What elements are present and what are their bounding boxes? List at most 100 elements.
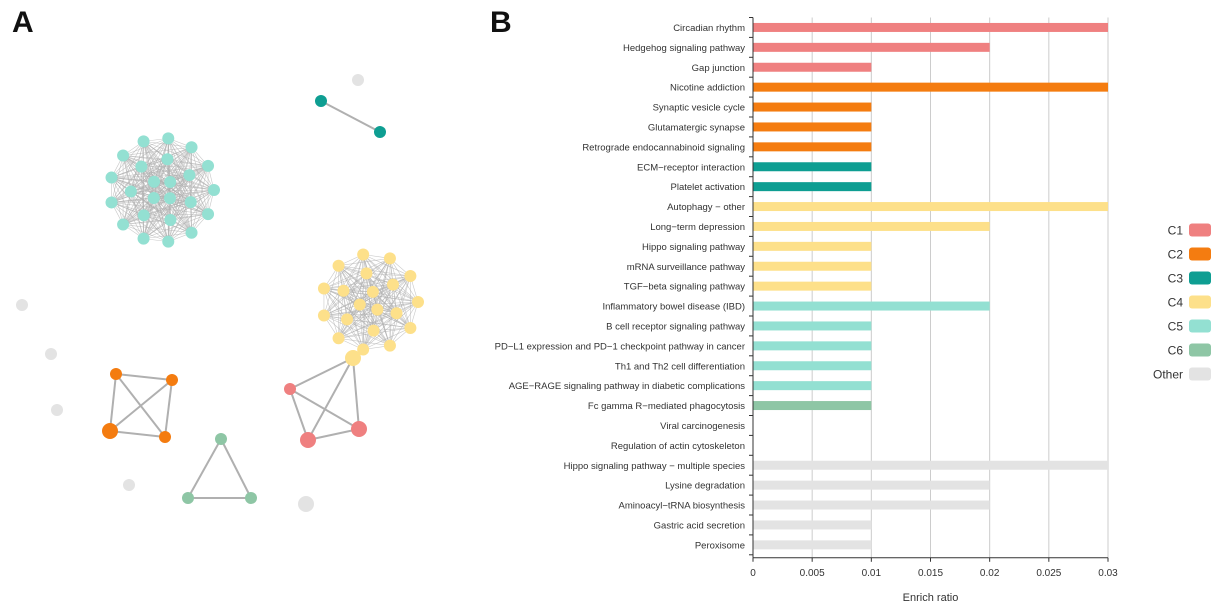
network-node-c3[interactable] <box>315 95 327 107</box>
network-node-c4[interactable] <box>383 252 396 265</box>
network-node-c5[interactable] <box>148 175 161 188</box>
bar[interactable] <box>753 540 872 550</box>
network-node-c6[interactable] <box>215 433 227 445</box>
bar[interactable] <box>753 480 990 490</box>
network-node-c5[interactable] <box>208 184 220 196</box>
network-node-c4[interactable] <box>341 313 354 326</box>
network-node-c4[interactable] <box>366 285 379 298</box>
network-node-c5[interactable] <box>162 132 175 145</box>
network-node-c2[interactable] <box>110 368 122 380</box>
network-edge <box>323 258 391 289</box>
network-node-c4[interactable] <box>353 298 366 311</box>
network-node-c5[interactable] <box>105 196 118 209</box>
network-node-c5[interactable] <box>183 169 196 182</box>
network-node-c1[interactable] <box>284 383 296 395</box>
bar[interactable] <box>753 122 872 132</box>
legend-swatch[interactable] <box>1189 271 1211 285</box>
network-node-other[interactable] <box>352 74 364 86</box>
network-node-c4[interactable] <box>332 259 345 272</box>
network-node-c2[interactable] <box>166 374 178 386</box>
bar[interactable] <box>753 42 990 52</box>
network-node-c5[interactable] <box>185 226 198 239</box>
bar[interactable] <box>753 361 872 371</box>
network-node-c2[interactable] <box>159 431 171 443</box>
bar[interactable] <box>753 500 990 510</box>
bar[interactable] <box>753 241 872 251</box>
network-node-other[interactable] <box>16 299 28 311</box>
network-node-c4[interactable] <box>332 332 345 345</box>
network-node-c5[interactable] <box>162 235 175 248</box>
network-node-c6[interactable] <box>182 492 194 504</box>
network-node-c5[interactable] <box>161 153 174 166</box>
network-node-c1[interactable] <box>351 421 367 437</box>
bar[interactable] <box>753 221 990 231</box>
network-node-c5[interactable] <box>147 191 160 204</box>
network-edge <box>362 275 411 350</box>
bar[interactable] <box>753 341 872 351</box>
bar[interactable] <box>753 460 1108 470</box>
network-edge <box>111 177 144 239</box>
network-node-c5[interactable] <box>163 192 176 205</box>
network-node-c5[interactable] <box>117 218 130 231</box>
network-node-c4[interactable] <box>404 270 417 283</box>
bar[interactable] <box>753 182 872 192</box>
network-node-c4[interactable] <box>404 321 417 334</box>
legend-swatch[interactable] <box>1189 367 1211 381</box>
network-node-c4[interactable] <box>357 343 370 356</box>
network-node-c4[interactable] <box>357 248 370 261</box>
network-node-c4[interactable] <box>386 278 399 291</box>
network-node-other[interactable] <box>298 496 314 512</box>
network-node-c1[interactable] <box>300 432 316 448</box>
bar[interactable] <box>753 202 1108 212</box>
network-node-c5[interactable] <box>105 171 118 184</box>
legend-swatch[interactable] <box>1189 343 1211 357</box>
network-node-c4[interactable] <box>345 350 361 366</box>
network-node-c5[interactable] <box>137 135 150 148</box>
network-node-other[interactable] <box>45 348 57 360</box>
network-node-c5[interactable] <box>185 141 198 154</box>
network-node-c5[interactable] <box>184 196 197 209</box>
bar[interactable] <box>753 321 872 331</box>
legend-swatch[interactable] <box>1189 247 1211 261</box>
bar[interactable] <box>753 62 872 72</box>
network-node-c4[interactable] <box>367 324 380 337</box>
network-node-c3[interactable] <box>374 126 386 138</box>
network-node-c5[interactable] <box>117 149 130 162</box>
bar[interactable] <box>753 22 1108 32</box>
bar[interactable] <box>753 142 872 152</box>
network-node-c5[interactable] <box>164 214 177 227</box>
legend-swatch[interactable] <box>1189 319 1211 333</box>
legend-label: C6 <box>1168 344 1184 358</box>
bar[interactable] <box>753 102 872 112</box>
bar[interactable] <box>753 401 872 411</box>
network-node-c4[interactable] <box>371 303 384 316</box>
bar[interactable] <box>753 301 990 311</box>
bar[interactable] <box>753 281 872 291</box>
network-node-other[interactable] <box>51 404 63 416</box>
bar[interactable] <box>753 82 1108 92</box>
network-node-c5[interactable] <box>124 185 137 198</box>
network-node-other[interactable] <box>123 479 135 491</box>
network-node-c2[interactable] <box>102 423 118 439</box>
network-node-c5[interactable] <box>202 159 215 172</box>
bar[interactable] <box>753 520 872 530</box>
network-node-c6[interactable] <box>245 492 257 504</box>
network-node-c4[interactable] <box>360 267 373 280</box>
legend-swatch[interactable] <box>1189 295 1211 309</box>
network-node-c4[interactable] <box>337 284 350 297</box>
network-edge <box>338 265 374 293</box>
bar[interactable] <box>753 381 872 391</box>
network-node-c4[interactable] <box>412 296 424 308</box>
network-node-c4[interactable] <box>383 339 396 352</box>
network-node-c5[interactable] <box>164 176 177 189</box>
legend-swatch[interactable] <box>1189 223 1211 237</box>
bar[interactable] <box>753 162 872 172</box>
network-node-c5[interactable] <box>137 209 150 222</box>
network-node-c4[interactable] <box>390 307 403 320</box>
network-node-c5[interactable] <box>137 232 150 245</box>
network-node-c5[interactable] <box>202 208 215 221</box>
bar[interactable] <box>753 261 872 271</box>
network-node-c4[interactable] <box>317 309 330 322</box>
network-node-c4[interactable] <box>317 282 330 295</box>
network-node-c5[interactable] <box>135 160 148 173</box>
